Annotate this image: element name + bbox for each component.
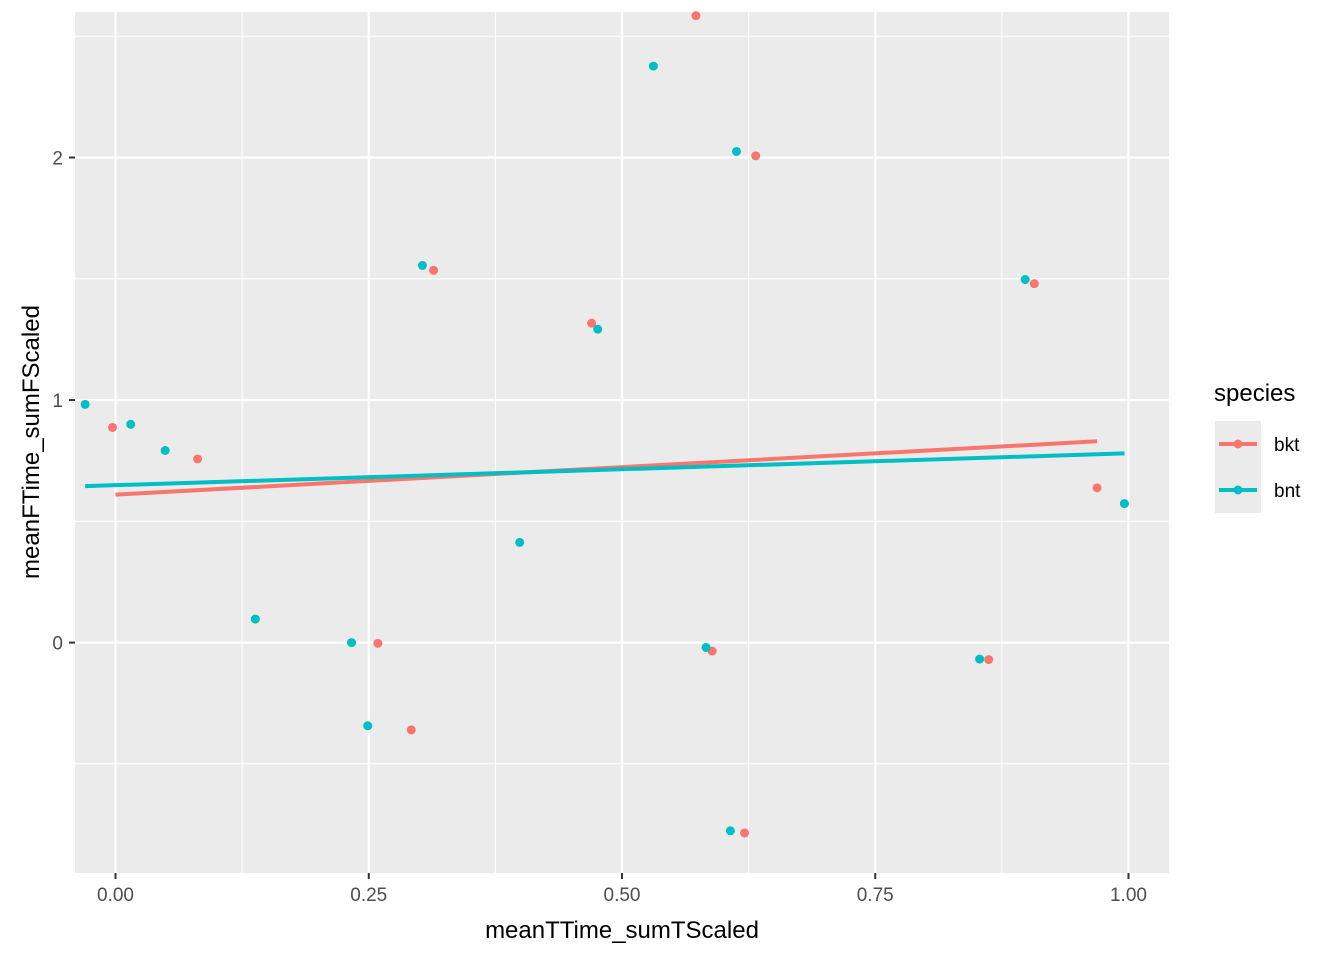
point-bkt	[193, 454, 203, 464]
point-bnt	[417, 260, 427, 270]
point-bkt	[587, 318, 597, 328]
point-bkt	[373, 638, 383, 648]
point-bnt	[701, 642, 711, 652]
point-bkt	[984, 655, 994, 665]
y-axis-title: meanFTime_sumFScaled	[18, 305, 45, 579]
point-bkt	[406, 725, 416, 735]
point-bnt	[347, 638, 357, 648]
point-bnt	[160, 446, 170, 456]
legend-label-bnt: bnt	[1274, 481, 1301, 502]
legend-label-bkt: bkt	[1274, 435, 1300, 456]
point-bnt	[593, 324, 603, 334]
point-bnt	[648, 61, 658, 71]
point-bnt	[731, 146, 741, 156]
point-bnt	[1119, 499, 1129, 509]
trend-lines	[85, 439, 1125, 497]
point-bnt	[126, 419, 136, 429]
x-tick-label: 0.75	[857, 885, 894, 906]
data-points	[80, 11, 1129, 838]
y-tick-label: 2	[52, 149, 63, 170]
point-bkt	[751, 151, 761, 161]
legend-key-point-bnt	[1233, 485, 1243, 495]
point-bnt	[975, 654, 985, 664]
point-bkt	[429, 265, 439, 275]
x-tick-label: 0.50	[604, 885, 641, 906]
trend-line-bnt	[85, 451, 1125, 489]
point-bkt	[1029, 279, 1039, 289]
y-tick-label: 0	[52, 634, 63, 655]
point-bkt	[1092, 483, 1102, 493]
y-axis: 0 1 2	[52, 149, 75, 655]
point-bnt	[1020, 275, 1030, 285]
legend-title: species	[1214, 380, 1295, 407]
point-bnt	[725, 826, 735, 836]
point-bkt	[740, 828, 750, 838]
legend: species bkt bnt	[1214, 380, 1301, 513]
x-tick-label: 0.00	[97, 885, 134, 906]
point-bnt	[515, 537, 525, 547]
point-bnt	[80, 399, 90, 409]
point-bkt	[691, 11, 701, 21]
x-tick-label: 0.25	[350, 885, 387, 906]
legend-items: bkt bnt	[1215, 421, 1301, 513]
x-axis-title: meanTTime_sumTScaled	[485, 917, 759, 944]
x-tick-label: 1.00	[1110, 885, 1147, 906]
x-axis: 0.00 0.25 0.50 0.75 1.00	[97, 873, 1147, 906]
point-bnt	[363, 721, 373, 731]
y-tick-label: 1	[52, 391, 63, 412]
point-bkt	[107, 422, 117, 432]
point-bnt	[250, 614, 260, 624]
legend-key-point-bkt	[1233, 439, 1243, 449]
